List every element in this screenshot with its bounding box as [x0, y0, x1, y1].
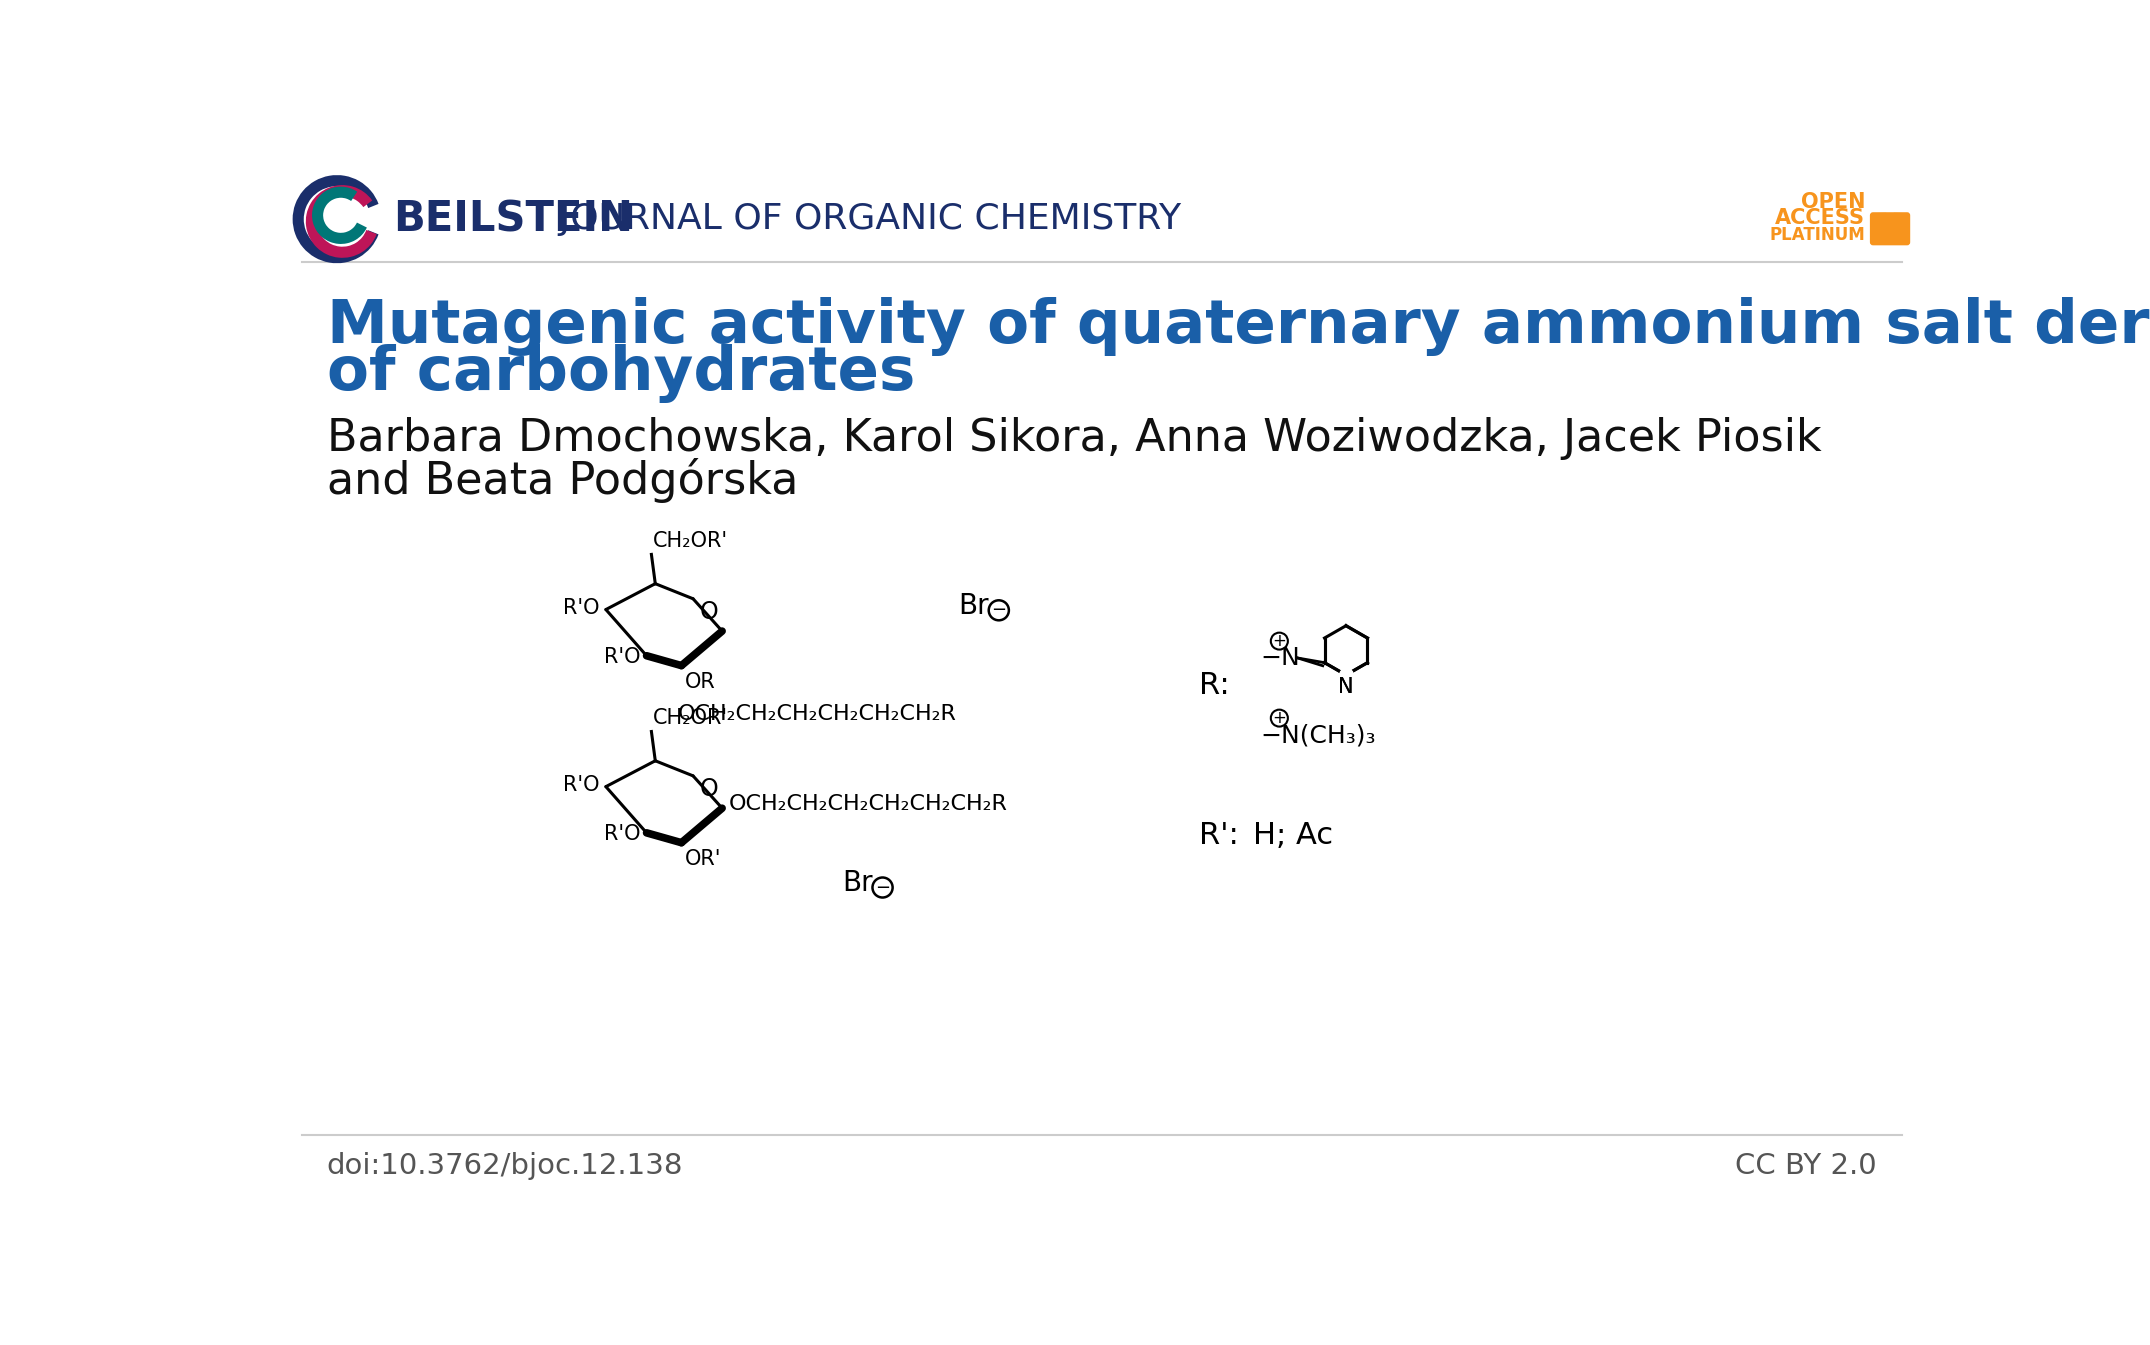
Text: N: N: [1337, 677, 1354, 697]
Text: CC BY 2.0: CC BY 2.0: [1735, 1153, 1877, 1181]
Text: +: +: [1273, 709, 1286, 728]
Text: CH₂OR': CH₂OR': [654, 531, 729, 551]
Text: O: O: [699, 777, 718, 802]
Text: OR': OR': [684, 849, 720, 869]
Text: R:: R:: [1200, 671, 1230, 699]
Text: Barbara Dmochowska, Karol Sikora, Anna Woziwodzka, Jacek Piosik: Barbara Dmochowska, Karol Sikora, Anna W…: [327, 417, 1821, 460]
Text: H; Ac: H; Ac: [1253, 820, 1333, 850]
Text: R'O: R'O: [604, 647, 641, 667]
Text: OCH₂CH₂CH₂CH₂CH₂CH₂R: OCH₂CH₂CH₂CH₂CH₂CH₂R: [729, 795, 1006, 814]
Text: R'O: R'O: [604, 824, 641, 845]
Text: Br: Br: [959, 592, 989, 620]
Text: PLATINUM: PLATINUM: [1769, 226, 1866, 243]
FancyBboxPatch shape: [1870, 213, 1909, 245]
Text: OCH₂CH₂CH₂CH₂CH₂CH₂R: OCH₂CH₂CH₂CH₂CH₂CH₂R: [677, 703, 957, 724]
Text: +: +: [1273, 632, 1286, 650]
Text: O: O: [699, 600, 718, 624]
Text: OPEN: OPEN: [1802, 192, 1866, 213]
Text: −: −: [875, 878, 890, 897]
Text: −: −: [991, 601, 1006, 619]
Text: CH₂OR': CH₂OR': [654, 709, 729, 729]
Text: Mutagenic activity of quaternary ammonium salt derivatives: Mutagenic activity of quaternary ammoniu…: [327, 297, 2150, 356]
Text: −N: −N: [1260, 646, 1301, 670]
Text: R'O: R'O: [563, 599, 600, 617]
Text: −N(CH₃)₃: −N(CH₃)₃: [1260, 724, 1376, 746]
Text: ACCESS: ACCESS: [1776, 207, 1866, 227]
Text: OR: OR: [684, 671, 716, 691]
Text: doi:10.3762/bjoc.12.138: doi:10.3762/bjoc.12.138: [327, 1153, 684, 1181]
Text: JOURNAL OF ORGANIC CHEMISTRY: JOURNAL OF ORGANIC CHEMISTRY: [548, 202, 1180, 237]
Text: of carbohydrates: of carbohydrates: [327, 344, 916, 402]
Text: R'O: R'O: [563, 775, 600, 795]
Text: Br: Br: [843, 869, 873, 897]
Text: and Beata Podgórska: and Beata Podgórska: [327, 459, 798, 503]
Text: BEILSTEIN: BEILSTEIN: [393, 198, 632, 241]
Text: N: N: [1337, 678, 1354, 697]
Text: R':: R':: [1200, 820, 1238, 850]
